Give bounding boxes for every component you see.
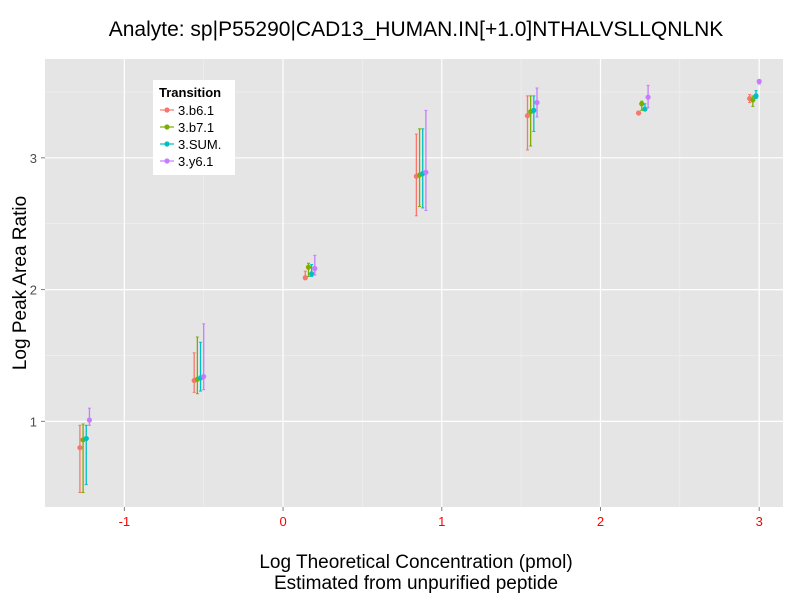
data-point [77, 445, 83, 451]
legend-key-point [164, 124, 170, 130]
data-point [86, 417, 93, 423]
legend-label: 3.SUM. [178, 137, 221, 152]
chart-title: Analyte: sp|P55290|CAD13_HUMAN.IN[+1.0]N… [109, 18, 724, 41]
y-tick-label: 2 [30, 283, 37, 298]
data-point [305, 264, 312, 270]
data-point [756, 78, 762, 84]
data-point [423, 169, 429, 175]
data-point [312, 265, 318, 272]
data-point [309, 271, 315, 277]
x-tick-label: 0 [279, 514, 286, 529]
axis-ticks: -1 0 1 2 3 1 2 3 [30, 151, 763, 529]
x-axis-label-line-2: Estimated from unpurified peptide [274, 573, 558, 594]
data-point [83, 435, 89, 442]
data-point [639, 101, 645, 107]
legend-label: 3.y6.1 [178, 154, 213, 169]
y-axis-label: Log Peak Area Ratio [10, 196, 31, 370]
data-marks [77, 78, 762, 494]
legend-items: 3.b6.1 3.b7.1 3.SUM. 3.y6.1 [160, 103, 221, 169]
x-axis-label-line-1: Log Theoretical Concentration (pmol) [259, 552, 572, 573]
data-point [635, 110, 642, 116]
data-point [201, 373, 207, 380]
data-point [534, 99, 540, 106]
y-tick-label: 3 [30, 151, 37, 166]
legend-key-point [164, 107, 170, 113]
legend-label: 3.b6.1 [178, 103, 214, 118]
x-tick-label: 2 [597, 514, 604, 529]
data-point [750, 97, 756, 103]
x-tick-label: 3 [756, 514, 763, 529]
x-tick-label: -1 [119, 514, 131, 529]
legend-key-point [164, 158, 170, 164]
data-point [642, 106, 648, 112]
data-point [753, 93, 759, 99]
gridlines [45, 59, 783, 507]
y-tick-label: 1 [30, 414, 37, 429]
legend-key-point [164, 141, 170, 147]
data-point [302, 275, 308, 281]
x-tick-label: 1 [438, 514, 445, 529]
legend-label: 3.b7.1 [178, 120, 214, 135]
legend: Transition 3.b6.1 3.b7.1 3.SUM. 3.y6.1 [153, 80, 235, 175]
legend-title: Transition [159, 85, 221, 100]
data-point [645, 94, 651, 100]
data-point [524, 113, 531, 119]
data-point [531, 107, 537, 113]
